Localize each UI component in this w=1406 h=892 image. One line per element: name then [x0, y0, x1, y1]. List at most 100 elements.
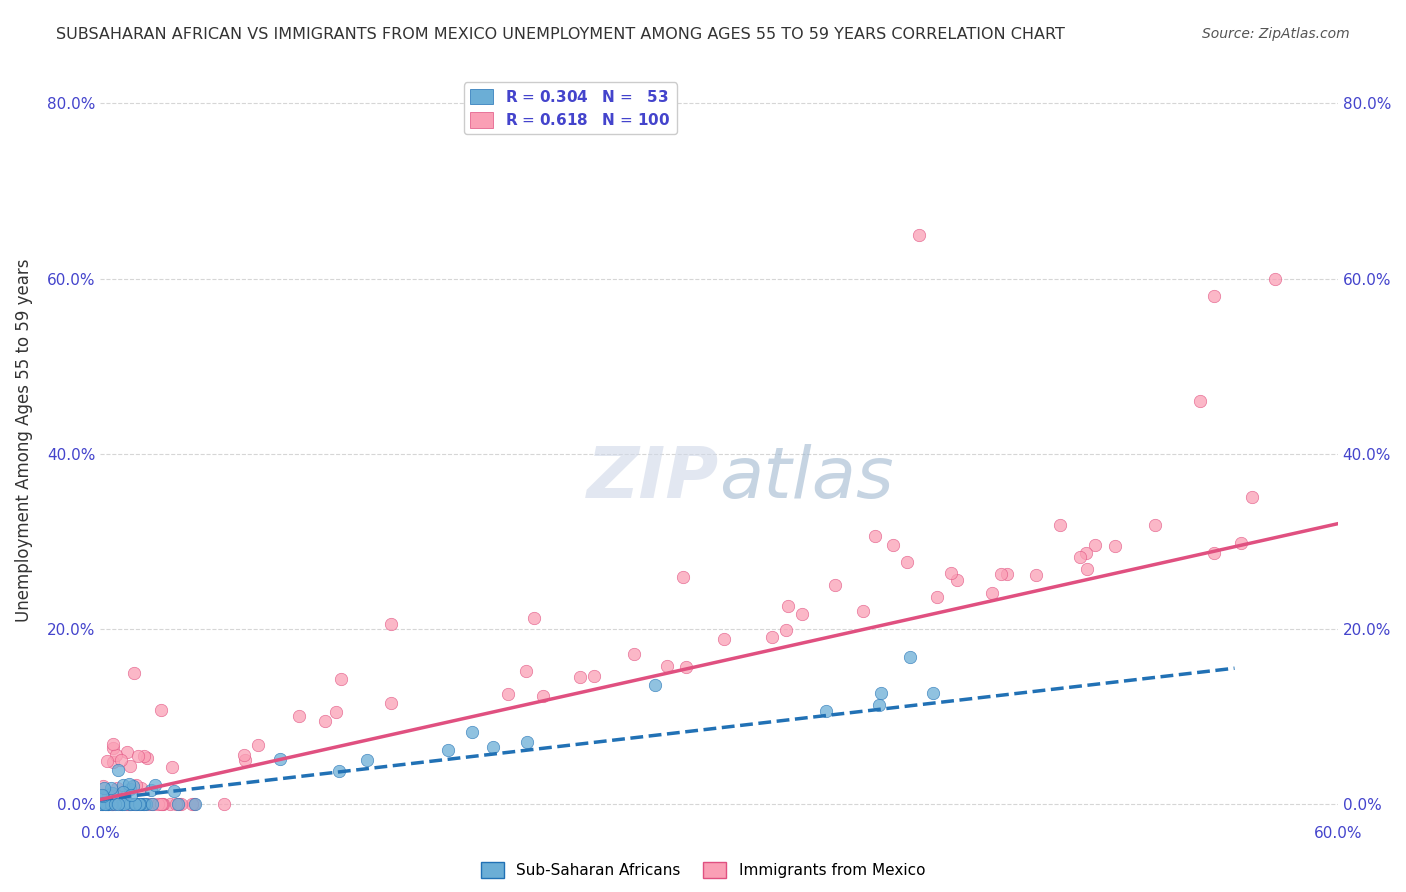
Point	[246, 738, 269, 752]
Point	[882, 538, 904, 552]
Point	[981, 585, 1004, 599]
Point	[496, 687, 519, 701]
Point	[105, 781, 128, 796]
Point	[107, 797, 129, 811]
Point	[118, 782, 141, 797]
Point	[134, 797, 156, 811]
Point	[94, 797, 117, 811]
Point	[569, 670, 592, 684]
Point	[129, 781, 152, 796]
Point	[921, 686, 943, 700]
Point	[111, 778, 134, 792]
Point	[644, 678, 666, 692]
Point	[128, 797, 150, 811]
Point	[91, 779, 114, 793]
Point	[100, 797, 122, 811]
Point	[675, 659, 697, 673]
Point	[125, 797, 148, 811]
Point	[132, 748, 155, 763]
Point	[995, 567, 1018, 582]
Point	[180, 797, 202, 811]
Point	[127, 748, 149, 763]
Point	[110, 797, 132, 811]
Point	[1188, 394, 1211, 409]
Point	[101, 740, 124, 755]
Point	[325, 706, 347, 720]
Point	[104, 789, 127, 803]
Point	[288, 708, 311, 723]
Text: Source: ZipAtlas.com: Source: ZipAtlas.com	[1202, 27, 1350, 41]
Point	[328, 764, 350, 779]
Point	[269, 752, 291, 766]
Point	[141, 797, 163, 811]
Point	[94, 797, 117, 811]
Point	[90, 797, 112, 811]
Point	[111, 797, 134, 811]
Point	[165, 797, 187, 811]
Text: ZIP: ZIP	[586, 444, 718, 513]
Point	[149, 797, 172, 811]
Point	[118, 797, 141, 811]
Point	[868, 698, 890, 712]
Point	[90, 797, 112, 811]
Point	[990, 566, 1012, 581]
Point	[1264, 271, 1286, 285]
Point	[946, 574, 969, 588]
Point	[163, 783, 186, 797]
Point	[1069, 549, 1091, 564]
Point	[114, 797, 136, 811]
Point	[212, 797, 235, 811]
Point	[1202, 545, 1225, 559]
Point	[96, 754, 118, 768]
Point	[482, 739, 505, 754]
Point	[166, 797, 188, 811]
Point	[150, 703, 173, 717]
Point	[117, 797, 139, 811]
Point	[100, 797, 122, 811]
Point	[136, 751, 159, 765]
Point	[1204, 289, 1226, 303]
Point	[93, 781, 115, 796]
Point	[314, 714, 336, 729]
Point	[138, 797, 160, 811]
Point	[94, 797, 117, 811]
Point	[775, 623, 797, 637]
Point	[104, 797, 127, 811]
Point	[1076, 562, 1098, 576]
Point	[118, 777, 141, 791]
Point	[89, 797, 111, 811]
Point	[118, 759, 141, 773]
Point	[655, 659, 678, 673]
Point	[1240, 491, 1263, 505]
Point	[852, 604, 875, 618]
Point	[515, 664, 537, 678]
Point	[101, 755, 124, 769]
Point	[128, 797, 150, 811]
Point	[1049, 518, 1071, 533]
Point	[114, 797, 136, 811]
Point	[436, 743, 458, 757]
Point	[1084, 538, 1107, 552]
Point	[105, 747, 128, 762]
Point	[120, 788, 142, 802]
Point	[925, 590, 948, 604]
Point	[91, 797, 114, 811]
Point	[583, 669, 606, 683]
Point	[159, 797, 181, 811]
Legend: Sub-Saharan Africans, Immigrants from Mexico: Sub-Saharan Africans, Immigrants from Me…	[475, 856, 931, 884]
Point	[1074, 546, 1097, 560]
Point	[112, 785, 135, 799]
Point	[98, 797, 121, 811]
Point	[143, 778, 166, 792]
Point	[461, 724, 484, 739]
Point	[122, 665, 145, 680]
Point	[169, 797, 191, 811]
Point	[121, 780, 143, 794]
Point	[135, 797, 157, 811]
Text: SUBSAHARAN AFRICAN VS IMMIGRANTS FROM MEXICO UNEMPLOYMENT AMONG AGES 55 TO 59 YE: SUBSAHARAN AFRICAN VS IMMIGRANTS FROM ME…	[56, 27, 1066, 42]
Y-axis label: Unemployment Among Ages 55 to 59 years: Unemployment Among Ages 55 to 59 years	[15, 259, 32, 623]
Point	[941, 566, 963, 581]
Point	[91, 789, 114, 803]
Point	[776, 599, 799, 614]
Point	[184, 797, 207, 811]
